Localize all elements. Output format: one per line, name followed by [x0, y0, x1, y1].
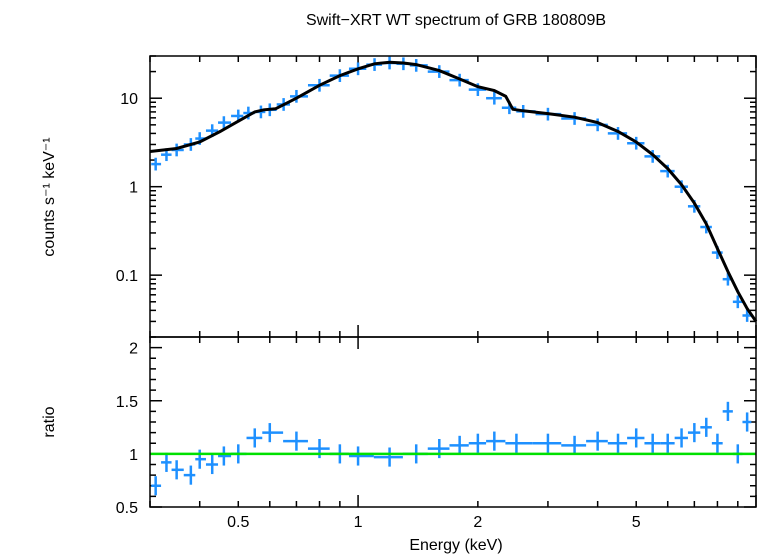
data-point: [586, 431, 608, 451]
data-point: [627, 428, 645, 448]
data-point: [742, 412, 752, 432]
spectrum-model-curve: [149, 60, 758, 323]
data-point: [732, 295, 743, 309]
spectrum-y-axis-label: counts s⁻¹ keV⁻¹: [41, 137, 58, 256]
data-point: [468, 433, 487, 453]
y-tick-label: 10: [120, 91, 138, 108]
data-point: [644, 433, 661, 453]
data-point: [183, 465, 196, 485]
data-point: [505, 433, 533, 453]
data-point: [427, 439, 450, 459]
data-point: [171, 460, 184, 480]
data-point: [161, 452, 172, 472]
y-tick-label: 1: [129, 447, 138, 464]
data-point: [687, 423, 701, 443]
x-axis-label: Energy (keV): [409, 537, 502, 554]
data-point: [449, 435, 469, 455]
data-point: [674, 428, 688, 448]
data-point: [348, 446, 374, 466]
data-point: [262, 423, 284, 443]
data-point: [205, 454, 219, 475]
x-tick-label: 2: [473, 514, 482, 531]
data-point: [218, 446, 232, 466]
ratio-plot-frame: [149, 336, 757, 508]
data-point: [532, 433, 562, 453]
ratio-y-tick-labels: 0.5 1 1.5 2: [116, 341, 138, 517]
data-point: [246, 428, 263, 448]
x-tick-labels: 0.5 1 2 5: [227, 514, 641, 531]
x-tick-label: 0.5: [227, 514, 249, 531]
data-point: [218, 116, 232, 129]
ratio-data-points: [151, 401, 752, 496]
data-point: [607, 433, 628, 453]
ratio-y-axis-label: ratio: [41, 406, 58, 437]
chart-title: Swift−XRT WT spectrum of GRB 180809B: [306, 12, 606, 29]
y-tick-label: 2: [129, 341, 138, 358]
data-point: [711, 433, 723, 453]
data-point: [486, 91, 502, 105]
data-point: [700, 417, 712, 437]
data-point: [151, 476, 162, 496]
y-tick-label: 1: [129, 180, 138, 197]
ratio-axis-ticks: [149, 337, 757, 508]
data-point: [486, 431, 506, 451]
data-point: [722, 401, 733, 421]
data-point: [561, 435, 587, 455]
spectrum-panel: 0.1 1 10 counts s⁻¹ keV⁻¹: [41, 55, 758, 338]
spectrum-data-points: [151, 56, 752, 322]
y-tick-label: 1.5: [116, 394, 138, 411]
data-point: [373, 447, 403, 467]
spectrum-plot-frame: [149, 55, 757, 338]
y-tick-label: 0.1: [116, 268, 138, 285]
y-tick-label: 0.5: [116, 500, 138, 517]
x-tick-label: 5: [632, 514, 641, 531]
spectrum-axis-ticks: [149, 55, 757, 338]
x-tick-label: 1: [354, 514, 363, 531]
spectrum-y-tick-labels: 0.1 1 10: [116, 91, 138, 285]
data-point: [151, 157, 162, 171]
data-point: [307, 439, 330, 459]
data-point: [660, 433, 675, 453]
data-point: [283, 431, 308, 451]
data-point: [195, 449, 206, 469]
ratio-panel: 0.5 1 1.5 2 0.5 1 2 5 ratio Energy (keV): [41, 336, 757, 554]
data-point: [742, 309, 752, 322]
